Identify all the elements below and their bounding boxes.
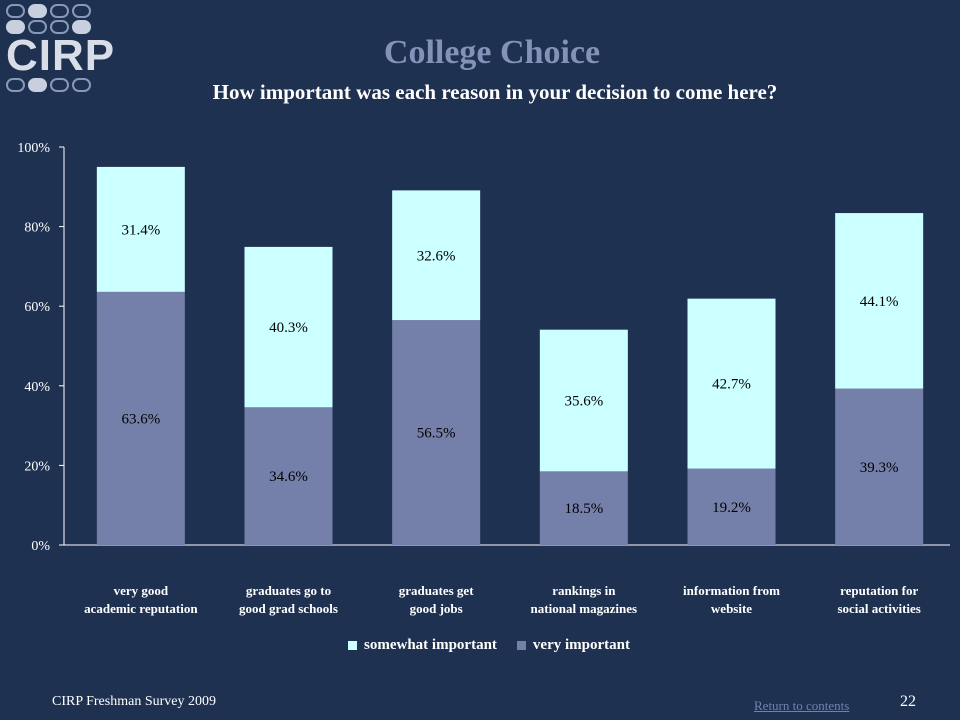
- data-label-very-important-3: 18.5%: [564, 501, 603, 517]
- category-label: reputation for social activities: [799, 582, 959, 618]
- y-tick-label: 80%: [24, 221, 50, 236]
- bar-very-important-1: [244, 407, 333, 545]
- data-label-somewhat-important-1: 40.3%: [269, 320, 308, 336]
- data-label-somewhat-important-2: 32.6%: [417, 248, 456, 264]
- data-label-very-important-4: 19.2%: [712, 500, 751, 516]
- data-label-very-important-5: 39.3%: [860, 460, 899, 476]
- data-label-very-important-0: 63.6%: [121, 411, 160, 427]
- data-label-somewhat-important-3: 35.6%: [564, 394, 603, 410]
- legend-label-very-important: very important: [532, 637, 630, 653]
- category-label-line: social activities: [837, 601, 921, 616]
- category-label-line: good jobs: [409, 601, 463, 616]
- data-label-somewhat-important-5: 44.1%: [860, 294, 899, 310]
- page-subtitle: How important was each reason in your de…: [212, 80, 778, 104]
- legend: somewhat important very important: [348, 637, 630, 654]
- data-label-very-important-1: 34.6%: [269, 469, 308, 485]
- legend-item-very-important: very important: [516, 637, 630, 654]
- category-label: very good academic reputation: [61, 582, 221, 618]
- footer-survey-name: CIRP Freshman Survey 2009: [52, 694, 216, 709]
- category-label-line: good grad schools: [239, 601, 338, 616]
- data-label-somewhat-important-4: 42.7%: [712, 377, 751, 393]
- y-tick-label: 60%: [24, 300, 50, 315]
- page-number: 22: [900, 693, 916, 710]
- category-label: rankings in national magazines: [504, 582, 664, 618]
- bar-very-important-3: [539, 471, 628, 545]
- bar-very-important-2: [392, 320, 481, 545]
- bar-somewhat-important-3: [539, 329, 628, 472]
- bar-very-important-5: [835, 388, 924, 545]
- legend-swatch-very-important: [516, 641, 526, 650]
- bar-somewhat-important-0: [96, 166, 185, 292]
- bar-very-important-4: [687, 468, 776, 545]
- return-to-contents-link[interactable]: Return to contents: [754, 698, 850, 713]
- y-tick-label: 0%: [31, 539, 50, 554]
- bar-somewhat-important-4: [687, 298, 776, 469]
- cirp-logo: CIRP: [4, 4, 114, 96]
- category-label-line: website: [710, 601, 753, 616]
- y-tick-label: 100%: [17, 141, 50, 156]
- category-label-line: national magazines: [530, 601, 638, 616]
- y-tick-label: 40%: [24, 380, 50, 395]
- logo-text: CIRP: [6, 31, 116, 80]
- page-title: College Choice: [383, 34, 601, 71]
- category-label-line: graduates get: [398, 583, 474, 598]
- bar-somewhat-important-1: [244, 246, 333, 408]
- category-label-line: very good: [113, 583, 169, 598]
- category-label-line: rankings in: [552, 583, 616, 598]
- bar-somewhat-important-2: [392, 190, 481, 321]
- category-label: information from website: [652, 582, 812, 618]
- y-tick-label: 20%: [24, 459, 50, 474]
- category-label: graduates go to good grad schools: [209, 582, 369, 618]
- stacked-bar-chart: 0% 20% 40% 60% 80% 100% 63.6% 31.4% 34.6% 40.3% 56…: [17, 141, 950, 554]
- category-label-line: information from: [683, 583, 780, 598]
- bar-very-important-0: [96, 291, 185, 545]
- data-label-very-important-2: 56.5%: [417, 426, 456, 442]
- legend-swatch-somewhat-important: [348, 641, 357, 650]
- category-label-line: graduates go to: [245, 583, 332, 598]
- bar-somewhat-important-5: [835, 213, 924, 389]
- legend-item-somewhat-important: somewhat important: [348, 637, 497, 654]
- data-label-somewhat-important-0: 31.4%: [121, 222, 160, 238]
- category-label-line: reputation for: [840, 583, 919, 598]
- category-label-line: academic reputation: [84, 601, 198, 616]
- category-label: graduates get good jobs: [356, 582, 516, 618]
- legend-label-somewhat-important: somewhat important: [364, 637, 497, 653]
